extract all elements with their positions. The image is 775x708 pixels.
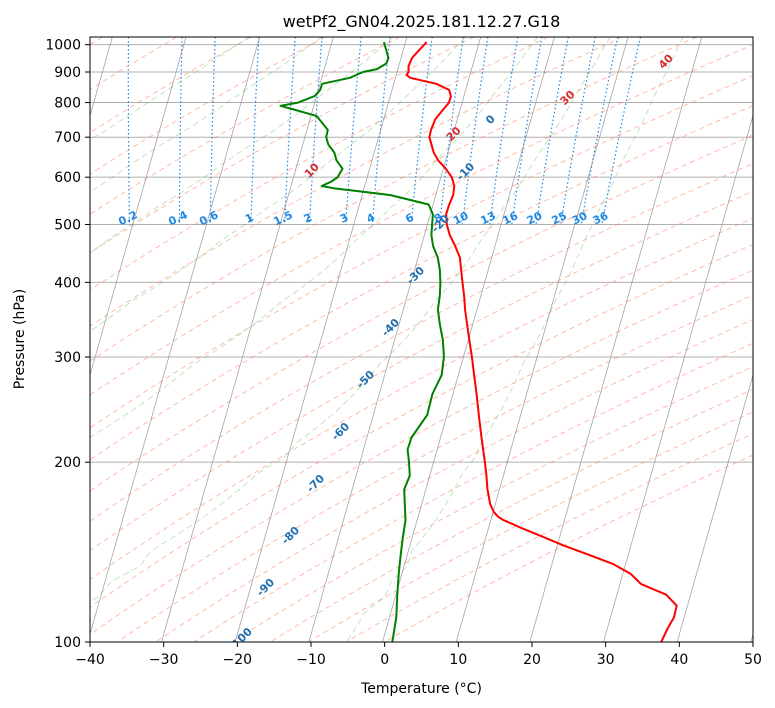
mixing-ratio-line: [284, 37, 296, 225]
x-tick-label: 50: [744, 652, 762, 668]
moist-adiabat-line: [345, 37, 684, 642]
y-axis-title: Pressure (hPa): [12, 289, 28, 389]
dry-adiabat-line: [90, 37, 549, 291]
mixing-ratio-label: 36: [591, 209, 611, 227]
y-tick-label: 100: [54, 635, 81, 651]
dry-adiabat-line: [90, 269, 753, 636]
mixing-ratio-label: 20: [525, 209, 545, 227]
x-tick-label: 20: [523, 652, 541, 668]
isotherm-line: [308, 37, 482, 642]
x-tick-label: 30: [597, 652, 615, 668]
mixing-ratio-label: 30: [570, 209, 590, 227]
mixing-ratio-label: 10: [451, 209, 471, 227]
chart-title: wetPf2_GN04.2025.181.12.27.G18: [283, 12, 561, 32]
y-tick-label: 500: [54, 217, 81, 233]
mixing-ratio-label: 13: [479, 209, 498, 227]
inline-labels: 0.10.20.40.611.52346810131620253036-100-…: [70, 51, 676, 642]
x-tick-label: −30: [149, 652, 179, 668]
y-tick-label: 600: [54, 170, 81, 186]
dewpoint-profile: [279, 41, 445, 642]
mixing-ratio-line: [209, 37, 216, 225]
dry-adiabat-line: [90, 243, 753, 608]
isotherm-line: [90, 37, 261, 636]
plot-area: [90, 37, 753, 642]
x-axis-title: Temperature (°C): [360, 681, 482, 697]
isotherm-line: [603, 114, 753, 642]
moist-adiabat-line: [90, 37, 539, 438]
dry-adiabat-line: [230, 366, 753, 642]
y-tick-label: 900: [54, 65, 81, 81]
x-tick-label: 0: [380, 652, 389, 668]
x-tick-label: 40: [670, 652, 688, 668]
dry-adiabat-line: [192, 342, 753, 642]
mixing-ratio-lines: [127, 37, 641, 225]
dry-adiabat-line: [90, 37, 400, 215]
isotherm-line: [161, 37, 334, 642]
y-tick-label: 400: [54, 275, 81, 291]
mixing-ratio-label: 16: [501, 209, 521, 227]
moist-adiabat-line: [90, 37, 322, 193]
axes: −40 −30 −20 −10 0 10 20 30 40 50 1000 900 800 700 600 5…: [45, 38, 762, 668]
isotherm-line: [676, 373, 753, 642]
dry-adiabat-line: [90, 37, 697, 362]
dry-adiabat-line: [90, 37, 475, 254]
moist-adiabat-line: [90, 37, 611, 602]
isotherm-line: [90, 37, 187, 377]
y-tick-label: 1000: [45, 38, 81, 54]
y-tick-label: 700: [54, 130, 81, 146]
mixing-ratio-label: 25: [550, 209, 569, 227]
mixing-ratio-line: [178, 37, 183, 225]
dry-adiabat-line: [154, 318, 753, 642]
sounding-series: [279, 41, 678, 642]
dry-adiabat-line: [90, 190, 753, 552]
dry-adiabat-line: [345, 433, 753, 642]
x-tick-label: 10: [449, 652, 467, 668]
x-tick-label: −10: [296, 652, 326, 668]
isotherm-line: [455, 37, 629, 642]
x-tick-label: −20: [223, 652, 253, 668]
isotherm-line: [529, 37, 703, 642]
mixing-ratio-line: [580, 37, 619, 225]
mixing-ratio-line: [601, 37, 641, 225]
mixing-ratio-line: [127, 37, 131, 225]
dry-adiabat-line: [90, 44, 753, 396]
y-tick-label: 200: [54, 455, 81, 471]
mixing-ratio-line: [308, 37, 323, 225]
moist-adiabats: [90, 37, 684, 642]
temperature-profile: [405, 41, 678, 642]
plot-frame: [89, 36, 754, 643]
dry-adiabat-line: [90, 75, 753, 429]
isotherm-line: [234, 37, 408, 642]
dry-adiabat-line: [90, 217, 753, 580]
y-tick-label: 800: [54, 96, 81, 112]
mixing-ratio-label: 0.1: [70, 208, 93, 228]
y-tick-label: 300: [54, 350, 81, 366]
x-tick-label: −40: [75, 652, 105, 668]
